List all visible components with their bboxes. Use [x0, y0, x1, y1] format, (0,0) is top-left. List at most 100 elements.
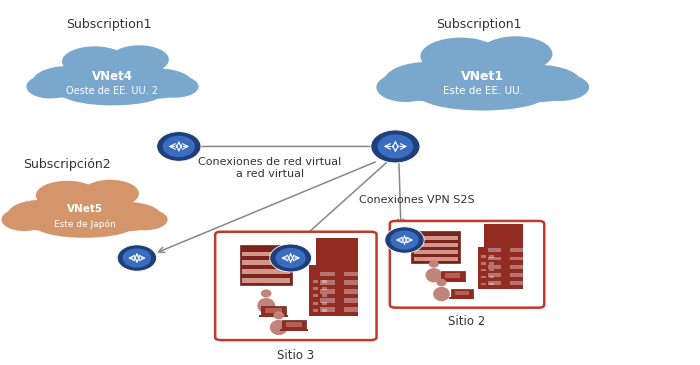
- FancyBboxPatch shape: [260, 306, 286, 316]
- Bar: [488, 273, 501, 277]
- Ellipse shape: [261, 289, 272, 297]
- Ellipse shape: [413, 49, 552, 106]
- Ellipse shape: [531, 73, 589, 101]
- Bar: [414, 236, 458, 240]
- Ellipse shape: [437, 279, 447, 287]
- Ellipse shape: [384, 62, 472, 101]
- FancyBboxPatch shape: [282, 320, 306, 329]
- Bar: [344, 272, 358, 276]
- Text: VNet5: VNet5: [66, 204, 103, 214]
- Ellipse shape: [494, 65, 582, 102]
- Text: Conexiones de red virtual
a red virtual: Conexiones de red virtual a red virtual: [198, 157, 342, 179]
- Ellipse shape: [122, 249, 151, 268]
- Bar: [316, 238, 358, 316]
- FancyBboxPatch shape: [412, 231, 461, 264]
- Ellipse shape: [62, 46, 127, 77]
- Text: Este de Japón: Este de Japón: [54, 220, 116, 229]
- Bar: [242, 261, 290, 265]
- Ellipse shape: [385, 227, 424, 253]
- Text: Oeste de EE. UU. 2: Oeste de EE. UU. 2: [66, 87, 158, 96]
- Bar: [510, 273, 524, 277]
- FancyBboxPatch shape: [441, 271, 465, 280]
- Bar: [344, 307, 358, 312]
- Bar: [414, 257, 458, 261]
- Bar: [344, 280, 358, 285]
- Bar: [320, 272, 335, 276]
- Bar: [489, 276, 494, 278]
- Ellipse shape: [270, 244, 312, 272]
- Bar: [286, 322, 302, 327]
- Bar: [489, 262, 494, 265]
- Ellipse shape: [56, 56, 169, 102]
- Ellipse shape: [426, 268, 442, 283]
- Ellipse shape: [162, 136, 195, 157]
- Bar: [488, 281, 501, 285]
- Ellipse shape: [429, 260, 439, 268]
- Bar: [344, 289, 358, 294]
- Bar: [313, 309, 319, 312]
- Ellipse shape: [118, 245, 157, 271]
- FancyBboxPatch shape: [240, 245, 293, 285]
- Ellipse shape: [275, 248, 306, 268]
- Text: Subscription1: Subscription1: [66, 18, 152, 31]
- Bar: [344, 299, 358, 303]
- Text: Subscripción2: Subscripción2: [23, 158, 111, 171]
- Ellipse shape: [121, 68, 192, 99]
- Bar: [322, 280, 327, 283]
- Ellipse shape: [157, 132, 201, 161]
- Bar: [320, 307, 335, 312]
- Ellipse shape: [419, 79, 547, 111]
- Bar: [242, 269, 290, 274]
- Bar: [489, 269, 494, 272]
- Bar: [488, 248, 501, 252]
- Bar: [510, 248, 524, 252]
- Bar: [510, 257, 524, 260]
- Ellipse shape: [274, 311, 284, 319]
- Bar: [488, 257, 501, 260]
- Ellipse shape: [109, 45, 169, 74]
- Text: Subscription1: Subscription1: [437, 18, 522, 31]
- Bar: [313, 294, 319, 297]
- Bar: [309, 265, 325, 316]
- Bar: [242, 278, 290, 283]
- Bar: [478, 247, 492, 289]
- Text: Sitio 3: Sitio 3: [277, 349, 314, 362]
- Text: Conexiones VPN S2S: Conexiones VPN S2S: [358, 195, 474, 205]
- Bar: [322, 294, 327, 297]
- Bar: [313, 287, 319, 290]
- Bar: [258, 315, 288, 317]
- Bar: [482, 283, 486, 285]
- Bar: [482, 262, 486, 265]
- Ellipse shape: [7, 200, 76, 230]
- Bar: [482, 269, 486, 272]
- Bar: [281, 328, 308, 331]
- Bar: [313, 301, 319, 305]
- Bar: [488, 265, 501, 269]
- Bar: [320, 280, 335, 285]
- Ellipse shape: [34, 213, 134, 238]
- Ellipse shape: [479, 36, 552, 72]
- Ellipse shape: [30, 190, 139, 234]
- Ellipse shape: [60, 80, 164, 105]
- Ellipse shape: [433, 287, 450, 301]
- Ellipse shape: [1, 208, 48, 231]
- Bar: [482, 255, 486, 258]
- Ellipse shape: [258, 298, 275, 313]
- Bar: [322, 309, 327, 312]
- Ellipse shape: [421, 38, 501, 75]
- FancyBboxPatch shape: [390, 221, 544, 308]
- Ellipse shape: [122, 209, 167, 230]
- Bar: [313, 280, 319, 283]
- Bar: [322, 301, 327, 305]
- Ellipse shape: [151, 76, 199, 98]
- Ellipse shape: [377, 134, 413, 158]
- FancyBboxPatch shape: [215, 232, 377, 340]
- Bar: [510, 281, 524, 285]
- Text: VNet1: VNet1: [461, 70, 504, 83]
- Bar: [449, 297, 475, 299]
- Bar: [320, 299, 335, 303]
- Ellipse shape: [377, 73, 435, 102]
- Ellipse shape: [270, 320, 288, 335]
- Bar: [414, 243, 458, 247]
- Bar: [445, 273, 461, 278]
